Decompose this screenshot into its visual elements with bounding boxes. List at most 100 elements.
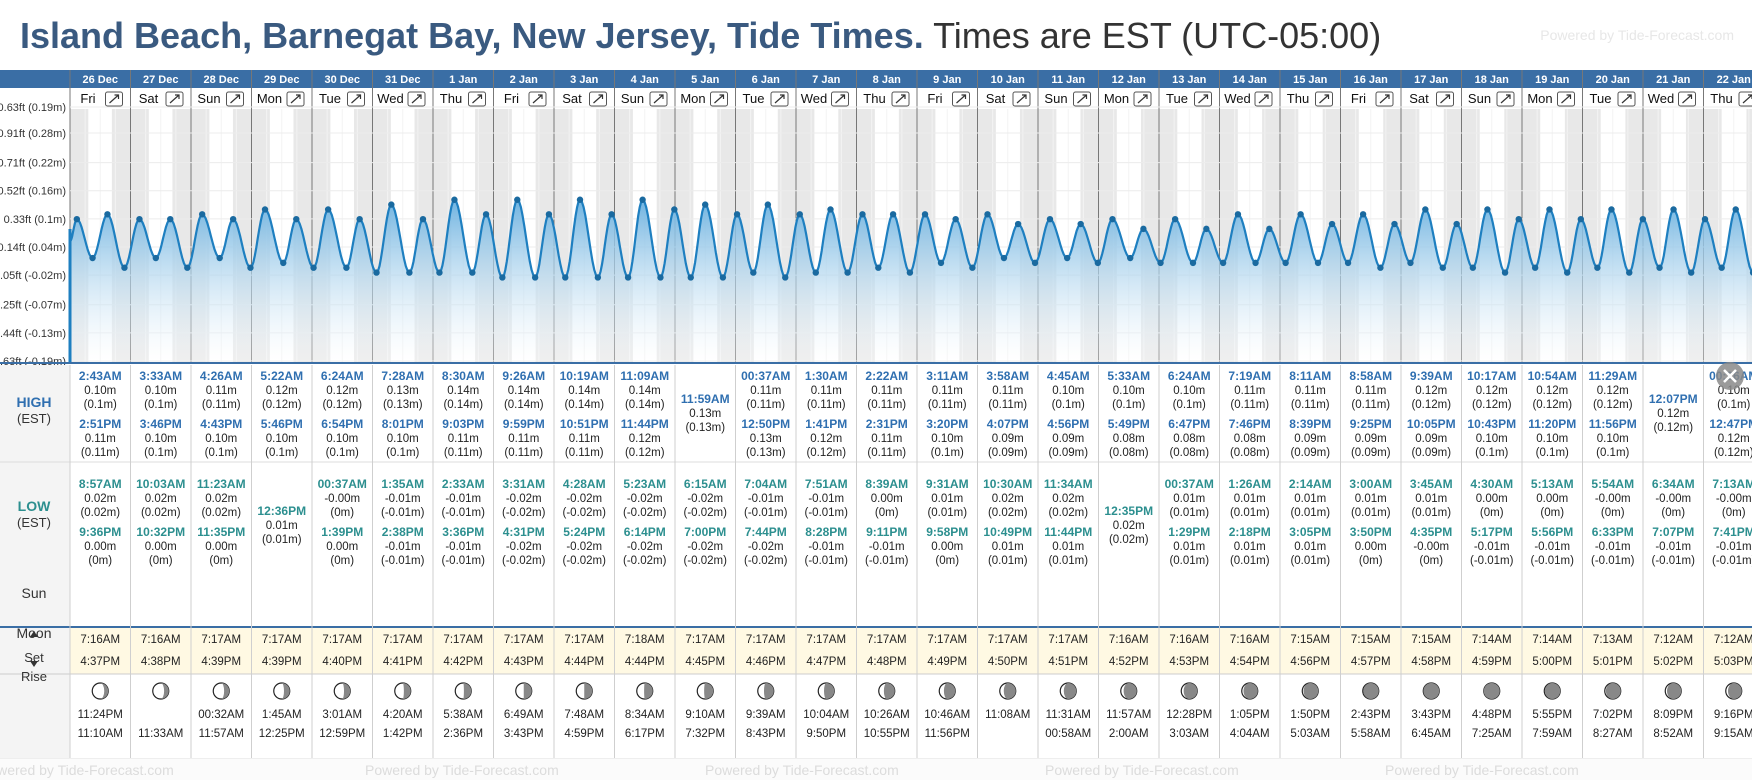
- low-tide-point: [657, 274, 664, 281]
- day-column: 29 Dec Mon 5:22AM 0.12m (0.12m) 5:46PM 0.10m (0…: [251, 74, 306, 758]
- low-height: 0.02m: [1052, 493, 1084, 505]
- high-height: 0.12m: [629, 433, 661, 445]
- moon-shadow-icon: [1423, 683, 1440, 699]
- moonrise-time: 7:59AM: [1532, 728, 1572, 740]
- low-height: -0.01m: [1534, 541, 1570, 553]
- high-height: 0.11m: [508, 433, 539, 445]
- low-tide-point: [280, 259, 287, 267]
- high-height: 0.11m: [1295, 385, 1326, 397]
- low-time: 11:44PM: [1044, 525, 1092, 539]
- sunset-time: 4:52PM: [1109, 656, 1149, 668]
- day-column: 27 Dec Sat 3:33AM 0.10m (0.1m) 3:46PM 0.10m (0.…: [130, 74, 185, 758]
- low-tide-point: [1469, 264, 1477, 271]
- low-time: 7:00PM: [684, 525, 726, 539]
- sunrise-time: 7:17AM: [443, 634, 483, 646]
- date-label: 10 Jan: [991, 74, 1026, 86]
- moonset-time: 10:46AM: [924, 709, 970, 721]
- low-time: 7:41PM: [1713, 525, 1752, 539]
- day-column: 5 Jan Mon 11:59AM 0.13m (0.13m) 6:15AM -0.02m (…: [674, 74, 730, 758]
- low-height-paren: (0.01m): [1048, 555, 1088, 567]
- low-time: 6:14PM: [624, 525, 666, 539]
- high-height: 0.12m: [1657, 408, 1689, 420]
- low-tide-point: [184, 264, 191, 271]
- date-label: 18 Jan: [1475, 74, 1510, 86]
- low-time: 8:57AM: [79, 477, 122, 491]
- low-height: -0.02m: [687, 493, 723, 505]
- moon-shadow-icon: [160, 683, 169, 699]
- low-height: 0.01m: [1294, 541, 1326, 553]
- high-height: 0.13m: [689, 408, 721, 420]
- high-row-bg: [0, 365, 1752, 462]
- sunset-time: 4:45PM: [685, 656, 725, 668]
- low-height-paren: (0m): [330, 507, 354, 519]
- powered-by: Powered by Tide-Forecast.com: [1540, 27, 1734, 43]
- high-height-paren: (0.11m): [988, 399, 1027, 411]
- high-tide-point: [952, 215, 959, 223]
- high-tide-point: [1140, 225, 1147, 233]
- timezone-note: Times are EST (UTC-05:00): [933, 15, 1382, 56]
- high-time: 10:17AM: [1467, 369, 1516, 383]
- high-height: 0.10m: [326, 433, 358, 445]
- date-label: 3 Jan: [570, 74, 598, 86]
- low-row-tz: (EST): [17, 515, 51, 530]
- weekday-label: Sat: [986, 91, 1006, 106]
- high-row-label: HIGH: [17, 394, 52, 410]
- high-tide-point: [1359, 211, 1367, 218]
- weekday-label: Wed: [377, 91, 404, 106]
- low-time: 9:36PM: [79, 525, 121, 539]
- high-height-paren: (0.11m): [565, 447, 604, 459]
- high-height-paren: (0.11m): [1291, 399, 1330, 411]
- low-height-paren: (-0.01m): [1712, 555, 1752, 567]
- low-height-paren: (0.01m): [1230, 507, 1270, 519]
- sunrise-time: 7:16AM: [1169, 634, 1209, 646]
- low-time: 4:31PM: [503, 525, 545, 539]
- low-time: 00:37AM: [318, 477, 367, 491]
- low-time: 3:50PM: [1350, 525, 1392, 539]
- high-tide-point: [1046, 215, 1054, 223]
- low-height-paren: (-0.01m): [805, 507, 849, 519]
- high-height-paren: (0.08m): [1169, 447, 1209, 459]
- sunset-time: 4:57PM: [1351, 656, 1391, 668]
- high-tide-point: [1577, 215, 1585, 223]
- sunset-time: 4:42PM: [443, 656, 483, 668]
- low-time: 10:30AM: [983, 477, 1032, 491]
- day-column: 26 Dec Fri 2:43AM 0.10m (0.1m) 2:51PM 0.11m (0.…: [69, 74, 123, 758]
- high-time: 4:43PM: [200, 417, 242, 431]
- date-label: 28 Dec: [204, 74, 239, 86]
- low-time: 12:36PM: [257, 504, 306, 518]
- high-time: 12:07PM: [1649, 392, 1698, 406]
- date-label: 12 Jan: [1112, 74, 1147, 86]
- low-height: -0.01m: [445, 493, 481, 505]
- high-tide-point: [1639, 215, 1647, 223]
- low-height: 0.01m: [266, 520, 298, 532]
- moonset-time: 3:01AM: [322, 709, 362, 721]
- low-height-paren: (-0.01m): [865, 555, 909, 567]
- high-tide-point: [324, 206, 332, 213]
- moonrise-time: 6:17PM: [625, 728, 665, 740]
- date-label: 7 Jan: [812, 74, 840, 86]
- high-height: 0.09m: [1355, 433, 1387, 445]
- low-height: 0.01m: [1415, 493, 1447, 505]
- moonset-time: 5:55PM: [1532, 709, 1572, 721]
- high-height-paren: (0.1m): [1052, 399, 1085, 411]
- expand-arrow-icon: [1319, 94, 1330, 104]
- moonset-time: 11:08AM: [985, 709, 1030, 721]
- high-tide-point: [1014, 220, 1022, 228]
- sunrise-time: 7:12AM: [1653, 634, 1693, 646]
- high-height: 0.09m: [992, 433, 1024, 445]
- low-height-paren: (0.02m): [201, 507, 241, 519]
- moonrise-time: 10:55PM: [864, 728, 910, 740]
- low-height-paren: (-0.01m): [744, 507, 788, 519]
- low-tide-point: [1531, 264, 1539, 271]
- low-height: -0.01m: [385, 493, 421, 505]
- high-height: 0.08m: [1173, 433, 1205, 445]
- high-height: 0.11m: [871, 433, 902, 445]
- low-height: 0.00m: [1476, 493, 1508, 505]
- low-row-label: LOW: [18, 498, 51, 514]
- low-height: 0.01m: [1173, 493, 1205, 505]
- high-height-paren: (0.12m): [1532, 399, 1572, 411]
- moonset-time: 1:05PM: [1230, 709, 1270, 721]
- high-time: 4:07PM: [987, 417, 1029, 431]
- moonset-time: 5:38AM: [443, 709, 483, 721]
- high-height: 0.11m: [1355, 385, 1386, 397]
